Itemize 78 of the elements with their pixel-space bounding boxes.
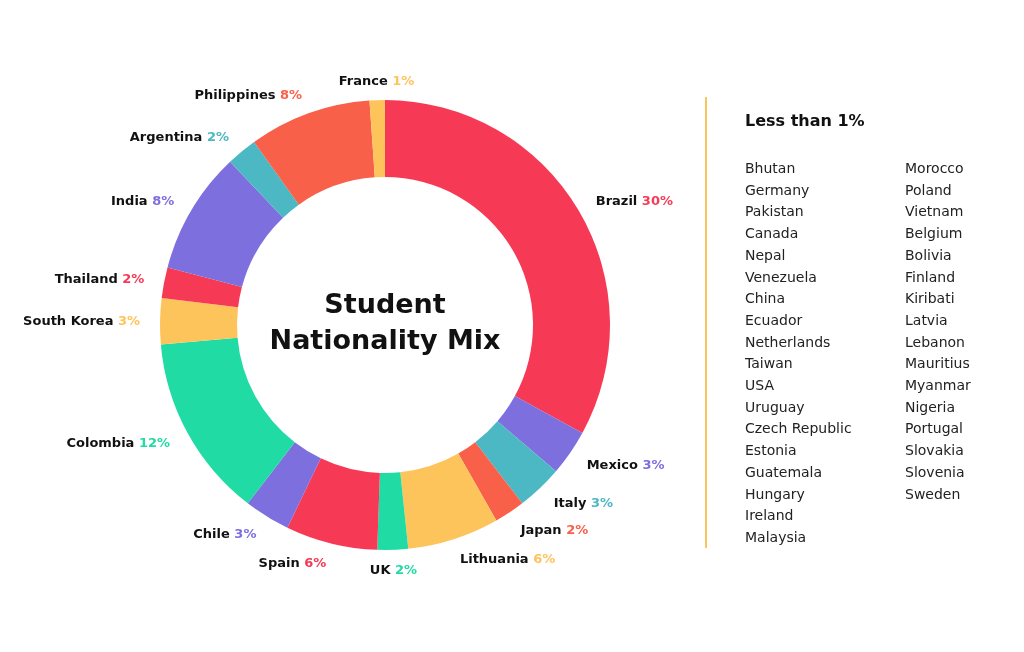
data-label: 12% xyxy=(134,435,171,451)
text: Bhutan xyxy=(745,160,796,176)
data-label: 2% xyxy=(117,271,145,287)
text: Uruguay xyxy=(745,398,805,415)
slice-label: Japan xyxy=(519,521,562,537)
data-label: 1% xyxy=(387,72,415,88)
donut-slice xyxy=(287,458,380,550)
donut-slice xyxy=(369,100,385,178)
text: Ireland xyxy=(745,507,794,524)
text: Slovakia xyxy=(905,442,964,459)
donut-slice xyxy=(254,100,375,205)
donut-slice xyxy=(230,142,299,218)
data-label: 3% xyxy=(113,313,141,329)
donut-slice xyxy=(377,472,409,550)
text: Lebanon xyxy=(905,333,965,350)
text: Malaysia xyxy=(745,528,807,545)
text: Venezuela xyxy=(745,268,817,285)
text: Student Nationality Mix xyxy=(269,288,501,355)
data-label: 30% xyxy=(637,192,673,208)
slice-label: Thailand xyxy=(54,271,118,287)
data-label: 2% xyxy=(390,562,418,578)
slice-label: Colombia xyxy=(66,435,135,451)
text: Kiribati xyxy=(905,290,955,307)
text: Pakistan xyxy=(745,203,804,220)
text: Nigeria xyxy=(905,398,956,415)
slice-label: Spain xyxy=(258,555,300,571)
text: Less than 1% xyxy=(745,111,865,130)
text: Germany xyxy=(745,181,810,198)
donut-slice xyxy=(400,453,497,549)
text: China xyxy=(745,290,785,307)
text: Portugal xyxy=(905,420,963,437)
data-label: 3% xyxy=(637,456,665,472)
text: Bolivia xyxy=(905,246,952,263)
text: Estonia xyxy=(745,442,797,459)
donut-slice xyxy=(247,442,321,528)
data-label: 3% xyxy=(586,495,614,511)
slice-label: Mexico xyxy=(586,456,638,472)
text: Finland xyxy=(905,268,956,285)
text: Guatemala xyxy=(745,463,823,480)
text: Poland xyxy=(905,181,952,198)
text: Mauritius xyxy=(905,355,970,372)
slice-label: France xyxy=(338,72,388,88)
donut-slice xyxy=(475,421,556,504)
text: Sweden xyxy=(905,485,961,502)
slice-label: Lithuania xyxy=(459,550,529,566)
data-label: 2% xyxy=(561,521,589,537)
text: Latvia xyxy=(905,311,948,328)
text: Belgium xyxy=(905,225,963,242)
text: Vietnam xyxy=(905,203,964,220)
text: Myanmar xyxy=(905,377,972,393)
data-label: 3% xyxy=(229,526,257,542)
text: Morocco xyxy=(905,160,964,176)
donut-slice xyxy=(458,442,523,521)
slice-label: Brazil xyxy=(595,192,638,208)
slice-label: Philippines xyxy=(194,87,276,103)
data-label: 2% xyxy=(202,128,229,144)
donut-slice xyxy=(497,396,583,472)
slice-label: Chile xyxy=(193,526,231,542)
donut-slice xyxy=(161,267,242,308)
data-label: 6% xyxy=(299,555,327,571)
data-label: 8% xyxy=(147,192,175,208)
text: USA xyxy=(745,377,775,393)
text: Hungary xyxy=(745,485,805,502)
slice-label: UK xyxy=(369,562,392,578)
slice-label: South Korea xyxy=(23,313,114,329)
donut-slice xyxy=(160,297,239,345)
text: Czech Republic xyxy=(745,420,852,437)
text: Nepal xyxy=(745,246,786,263)
text: Netherlands xyxy=(745,333,831,350)
slice-label: India xyxy=(111,192,148,208)
data-label: 6% xyxy=(528,550,556,566)
text: Canada xyxy=(745,225,799,242)
text: Ecuador xyxy=(745,311,803,328)
data-label: 8% xyxy=(275,87,303,103)
slice-label: Argentina xyxy=(129,128,203,144)
text: Taiwan xyxy=(744,355,793,372)
text: Slovenia xyxy=(905,463,965,480)
slice-label: Italy xyxy=(553,495,587,511)
